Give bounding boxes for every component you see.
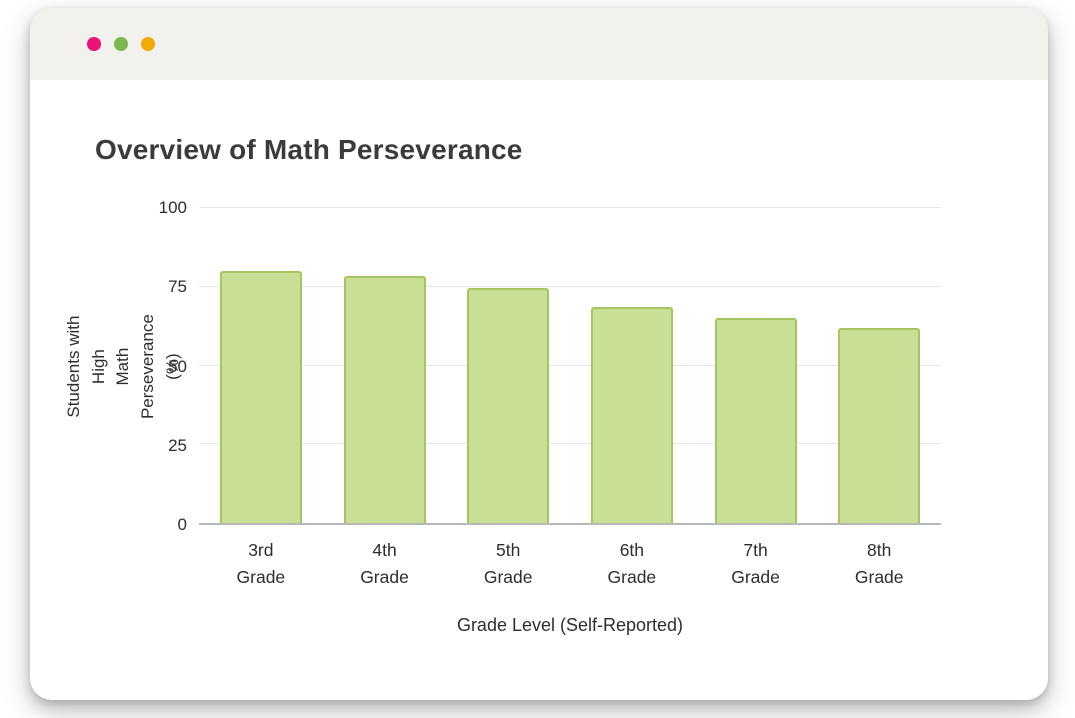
- bar-4th-grade: [343, 275, 426, 523]
- x-axis-title: Grade Level (Self-Reported): [456, 615, 684, 636]
- x-tick-label-4th-grade: 4th Grade: [360, 540, 409, 588]
- x-tick-label-5th-grade: 5th Grade: [483, 540, 533, 588]
- bar-6th-grade: [590, 307, 673, 523]
- chart-panel: Overview of Math Perseverance Students w…: [30, 80, 1048, 636]
- bar-5th-grade: [467, 288, 550, 523]
- y-tick-label-0: 0: [177, 515, 187, 534]
- bar-slot-8th-grade: [817, 208, 941, 523]
- bars-row: [199, 208, 941, 523]
- bar-slot-4th-grade: [323, 208, 447, 523]
- gridline-25: [199, 443, 941, 445]
- y-tick-label-25: 25: [168, 435, 187, 455]
- bar-slot-6th-grade: [570, 208, 694, 523]
- window-controls: [87, 37, 155, 51]
- y-tick-label-50: 50: [168, 356, 187, 376]
- y-axis-ticks: 0 25 50 75 100: [151, 198, 199, 534]
- x-tick-label-8th-grade: 8th Grade: [854, 540, 904, 588]
- x-tick-label-7th-grade: 7th Grade: [731, 540, 780, 588]
- bar-slot-7th-grade: [694, 208, 818, 523]
- minimize-window-dot-icon[interactable]: [114, 37, 128, 51]
- x-tick-label-6th-grade: 6th Grade: [607, 540, 657, 588]
- gridline-50: [199, 364, 941, 366]
- bar-7th-grade: [714, 318, 797, 523]
- x-tick-label-3rd-grade: 3rd Grade: [236, 540, 286, 588]
- y-tick-label-100: 100: [158, 198, 187, 217]
- bar-3rd-grade: [219, 271, 302, 523]
- plot-column: 3rd Grade 4th Grade 5th Grade 6th Grade 7th …: [199, 207, 941, 636]
- x-axis-ticks: 3rd Grade 4th Grade 5th Grade 6th Grade 7th …: [199, 537, 941, 591]
- chart-title: Overview of Math Perseverance: [95, 134, 523, 165]
- close-window-dot-icon[interactable]: [87, 37, 101, 51]
- bar-8th-grade: [838, 327, 921, 523]
- bar-slot-3rd-grade: [199, 208, 323, 523]
- y-tick-label-75: 75: [168, 277, 187, 297]
- maximize-window-dot-icon[interactable]: [141, 37, 155, 51]
- window-titlebar: [30, 8, 1048, 80]
- gridline-75: [199, 285, 941, 287]
- plot-area: [199, 207, 941, 525]
- bar-chart: Students with High Math Perseverance (%)…: [63, 198, 1008, 636]
- y-axis-title: Students with High Math Perseverance (%): [63, 208, 181, 525]
- gridline-100: [199, 207, 941, 208]
- bar-slot-5th-grade: [446, 208, 570, 523]
- app-window: Overview of Math Perseverance Students w…: [30, 8, 1048, 700]
